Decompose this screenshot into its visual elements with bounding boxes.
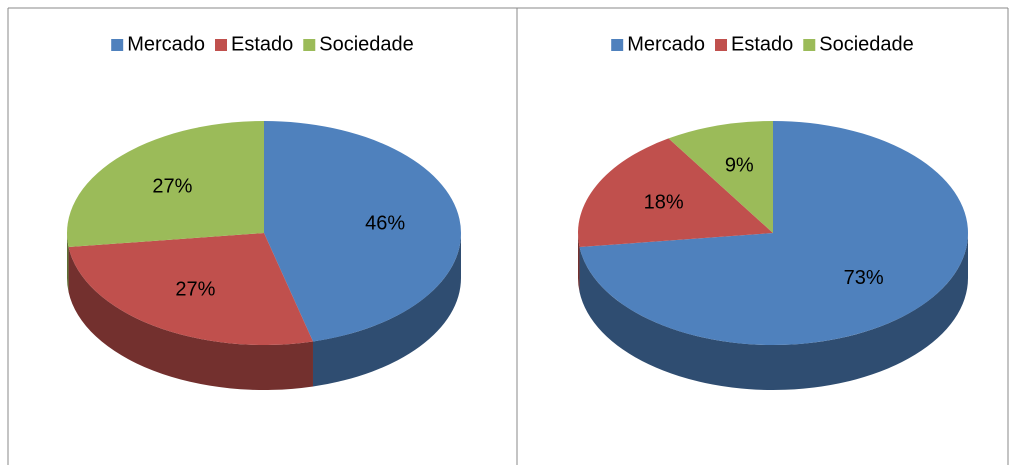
slice — [66, 121, 264, 248]
legend-label: Sociedade — [819, 33, 914, 55]
legend-label: Estado — [731, 33, 793, 55]
slice — [579, 121, 969, 345]
data-label: 18% — [644, 192, 684, 214]
data-label: 27% — [175, 279, 215, 301]
slice-side — [312, 233, 461, 387]
slice-side — [578, 233, 580, 293]
data-label: 73% — [844, 267, 884, 289]
slice — [578, 138, 773, 248]
data-label: 46% — [365, 213, 405, 235]
slice-side — [67, 233, 69, 293]
slice — [68, 233, 313, 346]
legend-label: Estado — [231, 33, 293, 55]
legend-swatch — [111, 39, 124, 51]
data-label: 9% — [725, 155, 754, 177]
slice-side — [68, 247, 313, 391]
legend-swatch — [303, 39, 316, 51]
legend-swatch — [215, 39, 228, 51]
legend-swatch — [715, 39, 728, 51]
legend-label: Mercado — [627, 33, 705, 55]
legend-swatch — [611, 39, 624, 51]
slice — [668, 121, 773, 233]
slice — [264, 121, 462, 342]
data-label: 27% — [152, 175, 192, 197]
legend-label: Mercado — [127, 33, 205, 55]
legend-swatch — [803, 39, 816, 51]
legend-label: Sociedade — [319, 33, 414, 55]
slice-side — [579, 233, 968, 390]
